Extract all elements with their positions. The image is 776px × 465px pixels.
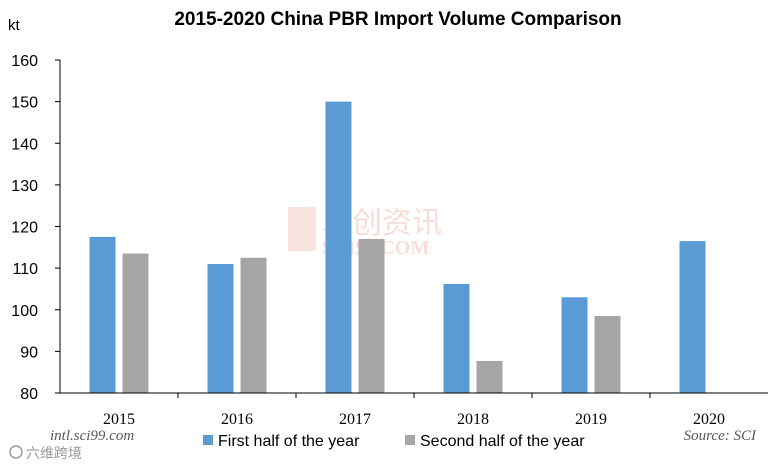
y-tick-label: 150 bbox=[11, 95, 38, 112]
y-tick-label: 90 bbox=[20, 344, 38, 361]
watermark-logo-icon bbox=[288, 207, 316, 251]
bar-second-half-2016 bbox=[240, 257, 267, 393]
x-tick-label: 2018 bbox=[457, 411, 489, 428]
bar-second-half-2018 bbox=[476, 360, 503, 393]
legend-swatch bbox=[203, 435, 213, 445]
x-tick-label: 2016 bbox=[221, 411, 253, 428]
x-tick-label: 2017 bbox=[339, 411, 371, 428]
x-tick-label: 2020 bbox=[693, 411, 725, 428]
y-tick-label: 100 bbox=[11, 303, 38, 320]
legend-swatch bbox=[405, 435, 415, 445]
legend-label: First half of the year bbox=[218, 433, 360, 450]
y-tick-label: 120 bbox=[11, 220, 38, 237]
bar-first-half-2015 bbox=[89, 236, 116, 393]
y-tick-label: 160 bbox=[11, 53, 38, 70]
chart-title: 2015-2020 China PBR Import Volume Compar… bbox=[174, 9, 621, 30]
y-tick-label: 140 bbox=[11, 136, 38, 153]
bar-first-half-2017 bbox=[325, 101, 352, 393]
bar-first-half-2018 bbox=[443, 283, 470, 393]
bar-first-half-2016 bbox=[207, 263, 234, 393]
y-tick-label: 80 bbox=[20, 386, 38, 403]
y-tick-label: 110 bbox=[12, 261, 38, 278]
bar-second-half-2017 bbox=[358, 238, 385, 393]
bar-second-half-2019 bbox=[594, 315, 621, 393]
bar-first-half-2020 bbox=[679, 241, 706, 393]
y-axis-unit: kt bbox=[8, 17, 21, 34]
bar-first-half-2019 bbox=[561, 297, 588, 393]
x-tick-label: 2019 bbox=[575, 411, 607, 428]
corner-logo-text: 六维跨境 bbox=[26, 446, 82, 462]
y-tick-label: 130 bbox=[11, 178, 38, 195]
legend-label: Second half of the year bbox=[420, 433, 585, 450]
x-axis-ticks: 2015 2016 2017 2018 2019 2020 bbox=[103, 393, 725, 428]
source-label: Source: SCI bbox=[684, 428, 757, 444]
bars bbox=[89, 101, 706, 393]
x-tick-label: 2015 bbox=[103, 411, 135, 428]
legend: First half of the year Second half of the… bbox=[203, 433, 585, 450]
corner-logo-icon bbox=[9, 445, 23, 459]
bar-second-half-2015 bbox=[122, 253, 149, 393]
y-axis-ticks: 80 90 100 110 120 130 140 150 160 bbox=[11, 53, 60, 403]
site-label: intl.sci99.com bbox=[50, 428, 134, 444]
